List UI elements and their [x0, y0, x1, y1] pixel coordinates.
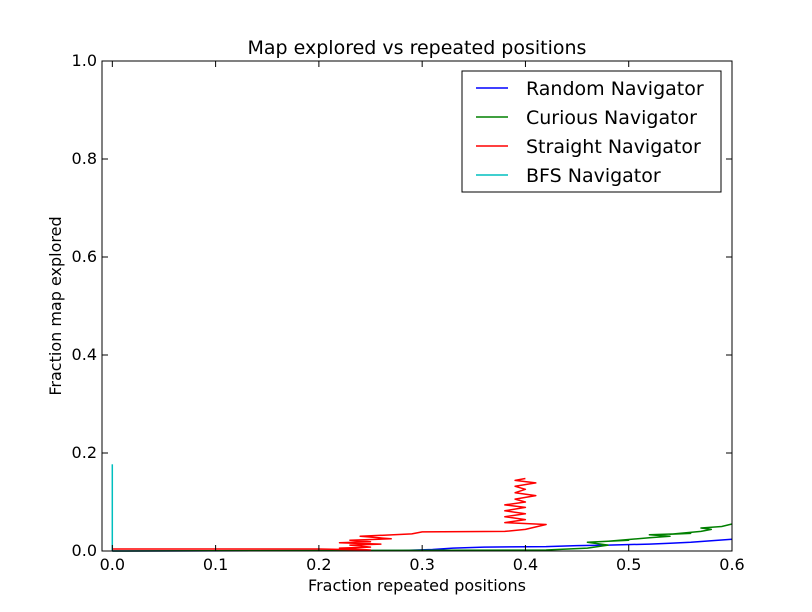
chart-title: Map explored vs repeated positions — [248, 37, 587, 59]
legend: Random Navigator Curious Navigator Straigh… — [461, 70, 722, 193]
y-axis-ticks: 0.0 0.2 0.4 0.6 0.8 1.0 — [72, 51, 732, 560]
legend-label-3: BFS Navigator — [526, 165, 661, 187]
y-axis-label: Fraction map explored — [46, 216, 65, 395]
x-tick-label: 0.3 — [409, 555, 434, 574]
series-line-0 — [112, 538, 733, 552]
x-axis-ticks: 0.0 0.1 0.2 0.3 0.4 0.5 0.6 — [100, 61, 745, 574]
y-tick-label: 0.0 — [72, 541, 97, 560]
series-line-1 — [112, 523, 733, 552]
y-tick-label: 0.6 — [72, 247, 97, 266]
legend-label-1: Curious Navigator — [526, 107, 697, 129]
x-axis-label: Fraction repeated positions — [308, 576, 526, 595]
legend-box — [461, 70, 722, 193]
legend-label-0: Random Navigator — [526, 78, 704, 100]
x-tick-label: 0.0 — [100, 555, 125, 574]
y-tick-label: 0.2 — [72, 443, 97, 462]
x-tick-label: 0.6 — [719, 555, 744, 574]
x-tick-label: 0.4 — [513, 555, 538, 574]
x-tick-label: 0.5 — [616, 555, 641, 574]
series-group — [111, 464, 733, 552]
legend-label-2: Straight Navigator — [526, 136, 701, 158]
y-tick-label: 0.8 — [72, 149, 97, 168]
y-tick-label: 1.0 — [72, 51, 97, 70]
x-tick-label: 0.1 — [203, 555, 228, 574]
y-tick-label: 0.4 — [72, 345, 97, 364]
series-line-2 — [112, 477, 547, 551]
plot-frame-border — [101, 60, 733, 552]
x-tick-label: 0.2 — [306, 555, 331, 574]
